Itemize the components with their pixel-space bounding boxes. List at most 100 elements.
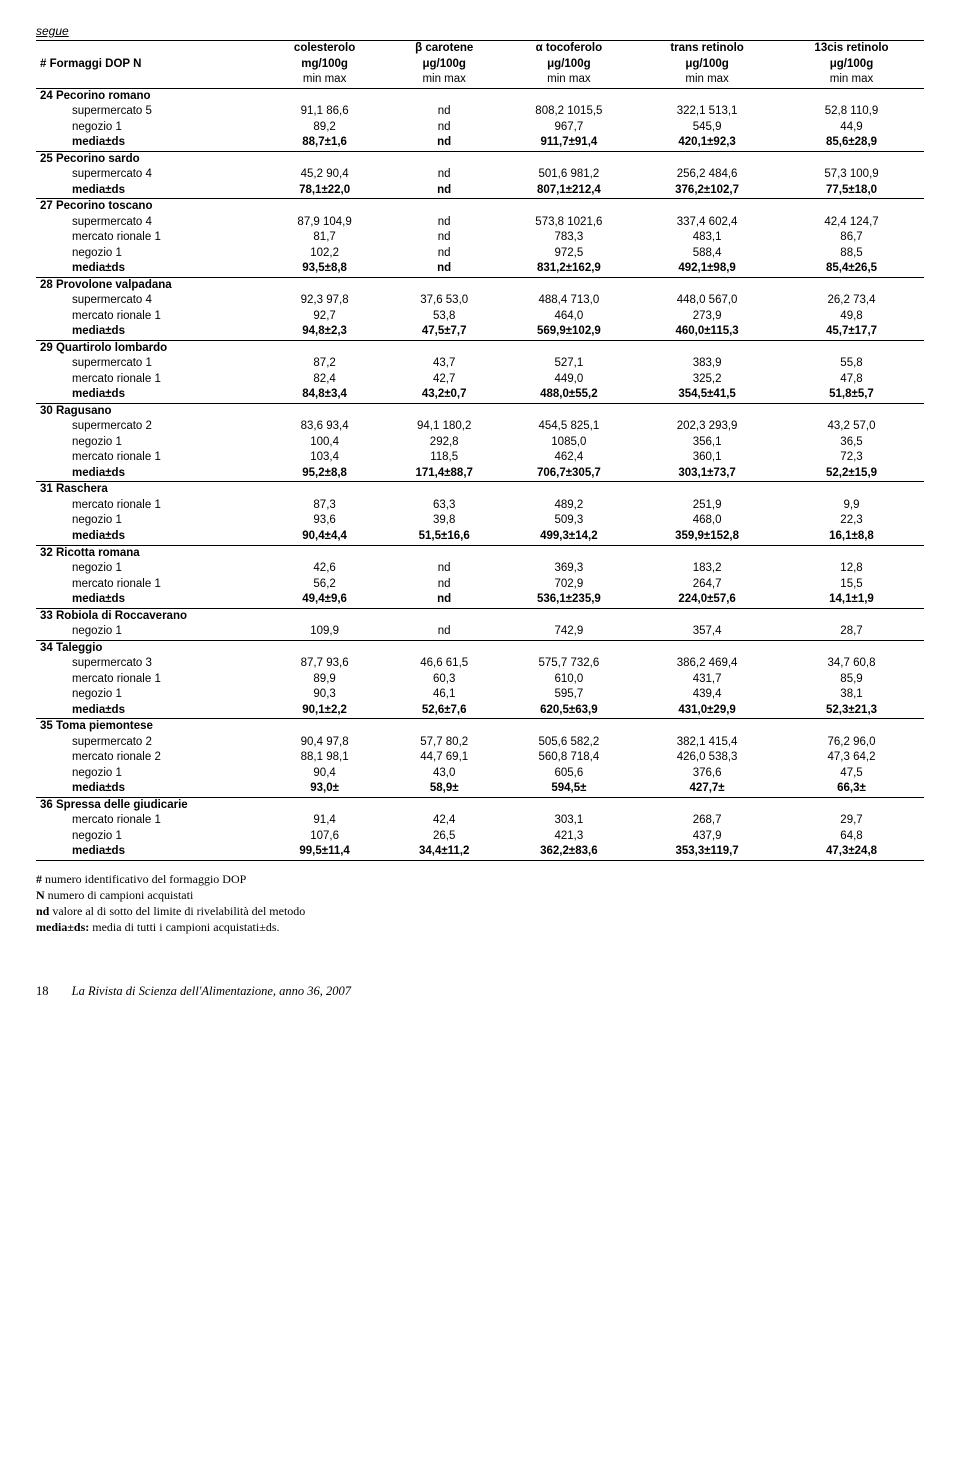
row-label: supermercato 4 bbox=[36, 215, 263, 231]
row-label: media±ds bbox=[36, 466, 263, 482]
cell: 47,5±7,7 bbox=[386, 324, 503, 340]
cell: 52,2±15,9 bbox=[779, 466, 924, 482]
cell: 501,6 981,2 bbox=[503, 167, 636, 183]
row-label: mercato rionale 2 bbox=[36, 750, 263, 766]
cell: 431,0±29,9 bbox=[635, 703, 779, 719]
cell: 87,3 bbox=[263, 498, 385, 514]
row-label: negozio 1 bbox=[36, 561, 263, 577]
cell: 359,9±152,8 bbox=[635, 529, 779, 545]
row-label: mercato rionale 1 bbox=[36, 498, 263, 514]
cell: 37,6 53,0 bbox=[386, 293, 503, 309]
row-label: mercato rionale 1 bbox=[36, 230, 263, 246]
cell: 39,8 bbox=[386, 513, 503, 529]
cell: 437,9 bbox=[635, 829, 779, 845]
row-label: supermercato 4 bbox=[36, 167, 263, 183]
cell: 702,9 bbox=[503, 577, 636, 593]
cell: 42,7 bbox=[386, 372, 503, 388]
footnote-key: nd bbox=[36, 904, 49, 918]
cell: 454,5 825,1 bbox=[503, 419, 636, 435]
group-title: 29 Quartirolo lombardo bbox=[36, 340, 924, 356]
row-label: supermercato 5 bbox=[36, 104, 263, 120]
row-label: negozio 1 bbox=[36, 513, 263, 529]
cell: nd bbox=[386, 261, 503, 277]
cell: 12,8 bbox=[779, 561, 924, 577]
cell: nd bbox=[386, 624, 503, 640]
cell: 14,1±1,9 bbox=[779, 592, 924, 608]
row-label: negozio 1 bbox=[36, 435, 263, 451]
cell: 44,7 69,1 bbox=[386, 750, 503, 766]
cell: 90,1±2,2 bbox=[263, 703, 385, 719]
cell: 620,5±63,9 bbox=[503, 703, 636, 719]
cell: 66,3± bbox=[779, 781, 924, 797]
row-label: mercato rionale 1 bbox=[36, 813, 263, 829]
cell: 56,2 bbox=[263, 577, 385, 593]
hdr-unit-2: μg/100g bbox=[386, 57, 503, 73]
hdr-carotene: β carotene bbox=[386, 41, 503, 57]
page-footer: 18 La Rivista di Scienza dell'Alimentazi… bbox=[36, 984, 924, 999]
hdr-unit-4: μg/100g bbox=[635, 57, 779, 73]
cell: 439,4 bbox=[635, 687, 779, 703]
cell: 95,2±8,8 bbox=[263, 466, 385, 482]
cell: nd bbox=[386, 592, 503, 608]
row-label: supermercato 1 bbox=[36, 356, 263, 372]
cell: nd bbox=[386, 246, 503, 262]
cell: 84,8±3,4 bbox=[263, 387, 385, 403]
cell: 118,5 bbox=[386, 450, 503, 466]
cell: 43,2 57,0 bbox=[779, 419, 924, 435]
cell: 383,9 bbox=[635, 356, 779, 372]
cell: 44,9 bbox=[779, 120, 924, 136]
cell: 90,3 bbox=[263, 687, 385, 703]
cell: 449,0 bbox=[503, 372, 636, 388]
cell: 72,3 bbox=[779, 450, 924, 466]
row-label: negozio 1 bbox=[36, 624, 263, 640]
cell: 488,4 713,0 bbox=[503, 293, 636, 309]
cell: 483,1 bbox=[635, 230, 779, 246]
cell: nd bbox=[386, 120, 503, 136]
cell: 109,9 bbox=[263, 624, 385, 640]
cell: 808,2 1015,5 bbox=[503, 104, 636, 120]
cell: 90,4±4,4 bbox=[263, 529, 385, 545]
cell: nd bbox=[386, 561, 503, 577]
cell: 560,8 718,4 bbox=[503, 750, 636, 766]
cell: 103,4 bbox=[263, 450, 385, 466]
footnote-text: media di tutti i campioni acquistati±ds. bbox=[89, 920, 279, 934]
cell: 224,0±57,6 bbox=[635, 592, 779, 608]
cell: 86,7 bbox=[779, 230, 924, 246]
hdr-minmax-5: min max bbox=[779, 72, 924, 88]
cell: 99,5±11,4 bbox=[263, 844, 385, 860]
cell: 88,5 bbox=[779, 246, 924, 262]
hdr-trans: trans retinolo bbox=[635, 41, 779, 57]
row-label: negozio 1 bbox=[36, 829, 263, 845]
cell: 43,0 bbox=[386, 766, 503, 782]
cell: 505,6 582,2 bbox=[503, 735, 636, 751]
cell: 967,7 bbox=[503, 120, 636, 136]
cell: 575,7 732,6 bbox=[503, 656, 636, 672]
cell: nd bbox=[386, 577, 503, 593]
row-label: media±ds bbox=[36, 183, 263, 199]
cell: 43,2±0,7 bbox=[386, 387, 503, 403]
hdr-unit-3: μg/100g bbox=[503, 57, 636, 73]
cell: 783,3 bbox=[503, 230, 636, 246]
cell: 107,6 bbox=[263, 829, 385, 845]
cell: 303,1±73,7 bbox=[635, 466, 779, 482]
cell: 509,3 bbox=[503, 513, 636, 529]
group-title: 33 Robiola di Roccaverano bbox=[36, 608, 924, 624]
cell: 605,6 bbox=[503, 766, 636, 782]
cell: 34,4±11,2 bbox=[386, 844, 503, 860]
cell: 49,8 bbox=[779, 309, 924, 325]
hdr-formaggi: # Formaggi DOP N bbox=[36, 57, 263, 73]
cell: 303,1 bbox=[503, 813, 636, 829]
group-title: 27 Pecorino toscano bbox=[36, 199, 924, 215]
row-label: negozio 1 bbox=[36, 246, 263, 262]
group-title: 28 Provolone valpadana bbox=[36, 277, 924, 293]
cell: 569,9±102,9 bbox=[503, 324, 636, 340]
footnote-text: valore al di sotto del limite di rivelab… bbox=[49, 904, 305, 918]
cell: 47,5 bbox=[779, 766, 924, 782]
cell: 594,5± bbox=[503, 781, 636, 797]
cell: 527,1 bbox=[503, 356, 636, 372]
cell: 52,8 110,9 bbox=[779, 104, 924, 120]
group-title: 24 Pecorino romano bbox=[36, 88, 924, 104]
hdr-unit-5: μg/100g bbox=[779, 57, 924, 73]
cell: 573,8 1021,6 bbox=[503, 215, 636, 231]
cell: 426,0 538,3 bbox=[635, 750, 779, 766]
